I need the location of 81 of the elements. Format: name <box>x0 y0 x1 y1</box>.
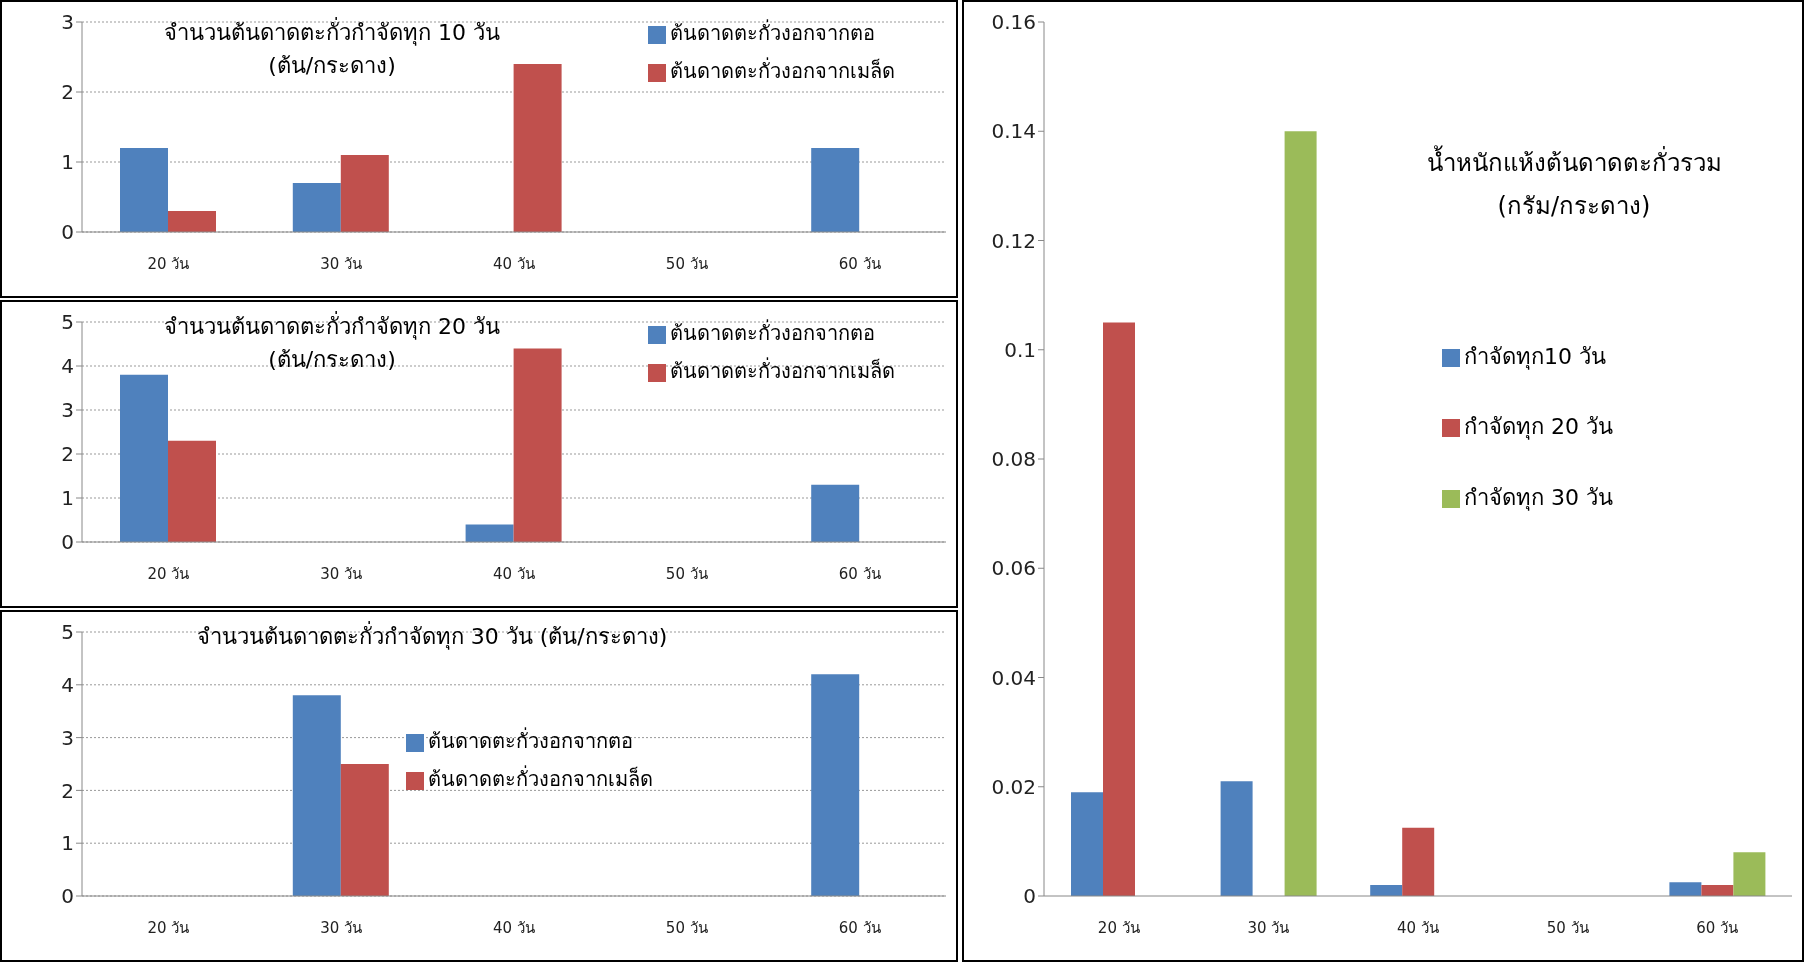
y-tick-label: 0 <box>61 530 74 555</box>
y-tick-label: 0.08 <box>991 447 1036 472</box>
x-tick-label: 20 วัน <box>147 564 190 583</box>
y-tick-label: 0 <box>1023 884 1036 909</box>
y-tick-label: 0.02 <box>991 774 1036 799</box>
x-tick-label: 40 วัน <box>493 564 535 583</box>
legend-label: ต้นดาดตะกั่วงอกจากเมล็ด <box>670 359 895 383</box>
bar <box>1370 885 1403 896</box>
y-tick-label: 1 <box>61 831 74 856</box>
x-tick-label: 40 วัน <box>1397 918 1439 937</box>
bar <box>465 524 514 542</box>
legend-label: ต้นดาดตะกั่วงอกจากตอ <box>670 321 875 345</box>
x-tick-label: 60 วัน <box>838 918 881 937</box>
legend-label: กำจัดทุก 20 วัน <box>1464 414 1613 440</box>
bar <box>1733 852 1766 896</box>
bar <box>168 440 216 542</box>
x-tick-label: 20 วัน <box>1097 918 1140 937</box>
legend-label: ต้นดาดตะกั่วงอกจากตอ <box>428 729 633 753</box>
y-tick-label: 4 <box>61 354 74 379</box>
bar <box>292 183 341 232</box>
text: น้ำหนักแห้งต้นดาดตะกั่วรวม (กรัม/กระดาง) <box>1425 144 1723 223</box>
x-tick-label: 50 วัน <box>1546 918 1589 937</box>
y-tick-label: 2 <box>61 442 74 467</box>
x-tick-label: 30 วัน <box>1247 918 1290 937</box>
x-tick-label: 40 วัน <box>493 918 535 937</box>
x-tick-label: 60 วัน <box>838 564 881 583</box>
x-tick-label: 40 วัน <box>493 254 535 273</box>
y-tick-label: 4 <box>61 672 74 697</box>
bar <box>340 764 389 896</box>
bar <box>292 695 341 896</box>
y-tick-label: 0 <box>61 884 74 909</box>
x-tick-label: 60 วัน <box>1696 918 1739 937</box>
bar <box>811 148 860 232</box>
bar <box>340 155 389 232</box>
bar <box>168 211 216 232</box>
y-tick-label: 0.04 <box>991 665 1036 690</box>
bar <box>120 148 168 232</box>
chart-title: จำนวนต้นดาดตะกั่วกำจัดทุก 30 วัน (ต้น/กระดาง) <box>195 620 669 652</box>
x-tick-label: 30 วัน <box>320 564 363 583</box>
y-tick-label: 3 <box>61 10 74 35</box>
bar <box>120 374 168 542</box>
y-tick-label: 0 <box>61 220 74 245</box>
x-tick-label: 50 วัน <box>665 254 708 273</box>
y-tick-label: 5 <box>61 310 74 335</box>
legend-label: ต้นดาดตะกั่วงอกจากตอ <box>670 21 875 45</box>
legend-label: กำจัดทุก 30 วัน <box>1464 484 1613 510</box>
x-tick-label: 50 วัน <box>665 918 708 937</box>
y-tick-label: 1 <box>61 486 74 511</box>
y-tick-label: 3 <box>61 398 74 423</box>
y-tick-label: 2 <box>61 778 74 803</box>
y-tick-label: 0.14 <box>991 119 1036 144</box>
x-tick-label: 20 วัน <box>147 254 190 273</box>
bar <box>1701 885 1734 896</box>
bar <box>1669 882 1702 896</box>
bar <box>513 348 562 542</box>
bar <box>513 64 562 232</box>
bar <box>1220 781 1253 896</box>
bar <box>1071 792 1103 896</box>
bar <box>1402 827 1435 896</box>
legend-label: ต้นดาดตะกั่วงอกจากเมล็ด <box>428 767 653 791</box>
y-tick-label: 0.1 <box>1004 337 1036 362</box>
y-tick-label: 3 <box>61 725 74 750</box>
x-tick-label: 30 วัน <box>320 254 363 273</box>
y-tick-label: 2 <box>61 80 74 105</box>
x-tick-label: 30 วัน <box>320 918 363 937</box>
chart-title: จำนวนต้นดาดตะกั่วกำจัดทุก 20 วัน (ต้น/กระดาง) <box>163 310 501 374</box>
bar <box>1284 131 1317 896</box>
y-tick-label: 1 <box>61 150 74 175</box>
y-tick-label: 0.12 <box>991 228 1036 253</box>
bar <box>811 674 860 896</box>
x-tick-label: 50 วัน <box>665 564 708 583</box>
y-tick-label: 0.06 <box>991 556 1036 581</box>
y-tick-label: 0.16 <box>991 10 1036 35</box>
x-tick-label: 60 วัน <box>838 254 881 273</box>
bar <box>811 484 860 542</box>
legend-label: ต้นดาดตะกั่วงอกจากเมล็ด <box>670 59 895 83</box>
y-tick-label: 5 <box>61 620 74 645</box>
bar <box>1103 322 1135 896</box>
legend-label: กำจัดทุก10 วัน <box>1464 344 1606 369</box>
x-tick-label: 20 วัน <box>147 918 190 937</box>
text: จำนวนต้นดาดตะกั่วกำจัดทุก 10 วัน (ต้น/กระดาง) <box>163 16 501 80</box>
